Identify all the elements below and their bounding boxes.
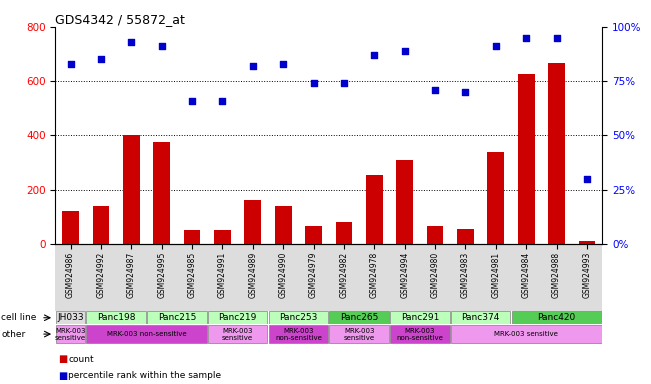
Text: GDS4342 / 55872_at: GDS4342 / 55872_at xyxy=(55,13,186,26)
Point xyxy=(156,43,167,50)
Text: Panc215: Panc215 xyxy=(158,313,196,322)
Text: cell line: cell line xyxy=(1,313,36,322)
Point xyxy=(582,176,592,182)
Bar xyxy=(275,206,292,244)
Bar xyxy=(426,226,443,244)
Bar xyxy=(366,175,383,244)
Point xyxy=(187,98,197,104)
Bar xyxy=(56,325,85,343)
Text: count: count xyxy=(68,354,94,364)
Bar xyxy=(579,241,595,244)
Bar xyxy=(87,325,206,343)
Bar xyxy=(451,311,510,324)
Point xyxy=(369,52,380,58)
Point xyxy=(278,61,288,67)
Bar xyxy=(329,311,389,324)
Bar xyxy=(329,325,389,343)
Text: Panc291: Panc291 xyxy=(401,313,439,322)
Point xyxy=(400,48,410,54)
Bar xyxy=(305,226,322,244)
Text: MRK-003
sensitive: MRK-003 sensitive xyxy=(344,328,375,341)
Point xyxy=(430,87,440,93)
Bar xyxy=(269,325,328,343)
Text: ■: ■ xyxy=(59,371,68,381)
Bar xyxy=(488,152,504,244)
Text: MRK-003 sensitive: MRK-003 sensitive xyxy=(494,331,558,337)
Point xyxy=(460,89,471,95)
Text: Panc420: Panc420 xyxy=(538,313,575,322)
Point xyxy=(309,80,319,86)
Text: MRK-003
non-sensitive: MRK-003 non-sensitive xyxy=(275,328,322,341)
Text: JH033: JH033 xyxy=(57,313,84,322)
Text: ■: ■ xyxy=(59,354,68,364)
Text: percentile rank within the sample: percentile rank within the sample xyxy=(68,371,221,380)
Bar xyxy=(548,63,565,244)
Bar xyxy=(214,230,230,244)
Text: MRK-003 non-sensitive: MRK-003 non-sensitive xyxy=(107,331,186,337)
Point xyxy=(126,39,137,45)
Text: Panc265: Panc265 xyxy=(340,313,378,322)
Bar xyxy=(451,325,602,343)
Bar xyxy=(147,311,206,324)
Text: Panc219: Panc219 xyxy=(219,313,256,322)
Bar xyxy=(62,211,79,244)
Bar xyxy=(390,325,450,343)
Bar xyxy=(87,311,146,324)
Point xyxy=(521,35,531,41)
Bar xyxy=(208,325,268,343)
Bar xyxy=(244,200,261,244)
Text: MRK-003
sensitive: MRK-003 sensitive xyxy=(55,328,86,341)
Text: Panc374: Panc374 xyxy=(462,313,500,322)
Point xyxy=(65,61,76,67)
Bar xyxy=(390,311,450,324)
Point xyxy=(551,35,562,41)
Bar xyxy=(184,230,201,244)
Bar xyxy=(518,74,534,244)
Text: other: other xyxy=(1,329,25,339)
Bar xyxy=(269,311,328,324)
Bar xyxy=(335,222,352,244)
Bar xyxy=(92,206,109,244)
Point xyxy=(491,43,501,50)
Bar xyxy=(153,142,170,244)
Bar xyxy=(208,311,268,324)
Text: Panc253: Panc253 xyxy=(279,313,318,322)
Bar xyxy=(56,311,85,324)
Bar xyxy=(512,311,602,324)
Bar xyxy=(457,229,474,244)
Bar xyxy=(123,136,139,244)
Point xyxy=(247,63,258,69)
Text: MRK-003
non-sensitive: MRK-003 non-sensitive xyxy=(396,328,443,341)
Text: MRK-003
sensitive: MRK-003 sensitive xyxy=(222,328,253,341)
Point xyxy=(339,80,349,86)
Point xyxy=(96,56,106,63)
Point xyxy=(217,98,228,104)
Bar xyxy=(396,160,413,244)
Text: Panc198: Panc198 xyxy=(97,313,135,322)
